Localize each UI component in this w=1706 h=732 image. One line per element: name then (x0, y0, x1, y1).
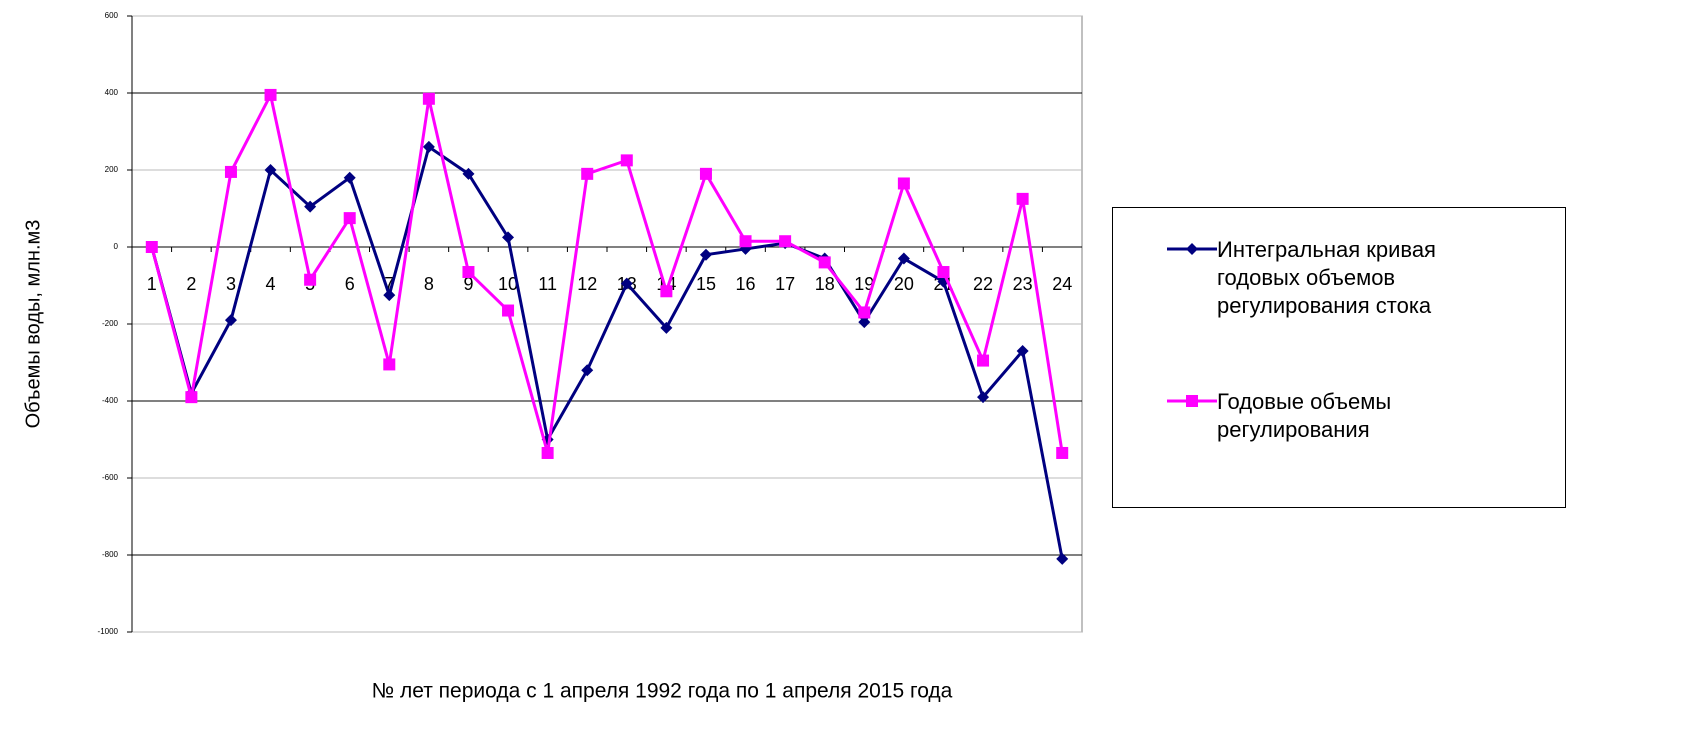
marker (343, 212, 356, 225)
x-tick-label: 20 (894, 274, 914, 294)
marker (422, 92, 435, 105)
x-tick-label: 1 (147, 274, 157, 294)
y-tick-label: 0 (114, 242, 119, 251)
marker (977, 354, 990, 367)
x-tick-label: 7 (384, 274, 394, 294)
marker (699, 248, 712, 261)
marker (581, 167, 594, 180)
y-tick-label: 400 (105, 88, 119, 97)
marker (937, 266, 950, 279)
marker (502, 304, 515, 317)
marker (264, 164, 277, 176)
marker (620, 277, 633, 290)
legend-key (1167, 243, 1217, 255)
marker (304, 200, 317, 213)
x-tick-label: 16 (736, 274, 756, 294)
y-tick-label: -800 (102, 550, 119, 559)
marker (422, 140, 435, 153)
y-tick-label: -400 (102, 396, 119, 405)
x-tick-label: 9 (463, 274, 473, 294)
y-tick-label: 200 (105, 165, 119, 174)
marker (897, 252, 910, 265)
marker (1056, 446, 1069, 459)
x-tick-label: 23 (1013, 274, 1033, 294)
series-line (150, 144, 1064, 560)
marker (897, 177, 910, 190)
x-tick-label: 6 (345, 274, 355, 294)
legend-item: Интегральная кривая годовых объемов регу… (1167, 236, 1436, 320)
x-tick-label: 2 (186, 274, 196, 294)
y-tick-label: -200 (102, 319, 119, 328)
marker (145, 241, 158, 253)
x-tick-label: 10 (498, 274, 518, 294)
marker (1016, 344, 1029, 357)
series-line (150, 90, 1064, 454)
marker (660, 321, 673, 334)
x-axis-title: № лет периода с 1 апреля 1992 года по 1 … (372, 680, 953, 703)
marker (383, 289, 396, 302)
x-tick-label: 19 (854, 274, 874, 294)
marker (462, 167, 475, 180)
y-axis-title: Объемы воды, млн.м3 (22, 220, 44, 429)
x-tick-label: 18 (815, 274, 835, 294)
legend: Интегральная кривая годовых объемов регу… (1112, 207, 1566, 508)
marker (343, 171, 356, 184)
marker (620, 154, 633, 167)
marker (502, 231, 515, 244)
x-tick-label: 3 (226, 274, 236, 294)
marker (224, 165, 237, 178)
y-tick-label: -600 (102, 473, 119, 482)
marker (818, 256, 831, 269)
marker (224, 314, 237, 327)
x-tick-label: 12 (577, 274, 597, 294)
x-tick-label: 8 (424, 274, 434, 294)
marker (779, 235, 792, 248)
marker (739, 235, 752, 248)
marker (699, 167, 712, 180)
marker (581, 364, 594, 377)
y-tick-label: 600 (105, 11, 119, 20)
marker (185, 391, 198, 404)
legend-marker (1186, 395, 1198, 407)
x-tick-label: 24 (1052, 274, 1072, 294)
x-tick-label: 4 (266, 274, 276, 294)
legend-marker (1186, 243, 1198, 255)
marker (1056, 552, 1069, 565)
marker (264, 88, 277, 101)
x-tick-label: 17 (775, 274, 795, 294)
marker (1016, 192, 1029, 205)
marker (977, 391, 990, 404)
marker (383, 358, 396, 371)
marker (462, 266, 475, 279)
y-tick-label: -1000 (98, 627, 119, 636)
marker (541, 446, 554, 459)
legend-label: Интегральная кривая годовых объемов регу… (1217, 237, 1436, 318)
legend-item: Годовые объемы регулирования (1167, 388, 1391, 444)
x-tick-label: 22 (973, 274, 993, 294)
x-tick-label: 11 (538, 274, 557, 294)
x-tick-label: 15 (696, 274, 716, 294)
marker (304, 273, 317, 286)
marker (858, 306, 871, 319)
legend-key (1167, 395, 1217, 407)
marker (858, 316, 871, 329)
legend-label: Годовые объемы регулирования (1217, 389, 1392, 442)
marker (660, 285, 673, 298)
